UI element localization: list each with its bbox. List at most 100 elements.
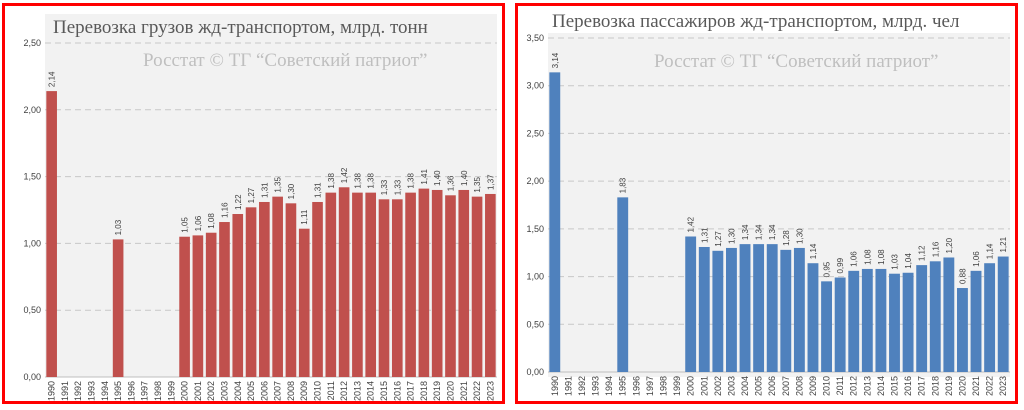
x-tick-label: 2022 bbox=[472, 381, 482, 401]
data-label: 1,05 bbox=[181, 217, 190, 233]
x-tick-label: 2009 bbox=[808, 376, 818, 396]
x-tick-label: 2011 bbox=[835, 376, 845, 395]
bar bbox=[943, 257, 955, 372]
data-label: 1,16 bbox=[931, 241, 940, 257]
x-tick-label: 2010 bbox=[313, 381, 323, 401]
data-label: 1,20 bbox=[945, 237, 954, 253]
data-label: 1,36 bbox=[446, 175, 455, 191]
x-tick-label: 2007 bbox=[273, 381, 283, 401]
bar bbox=[325, 192, 337, 377]
data-label: 1,38 bbox=[407, 173, 416, 189]
y-tick-label: 3,00 bbox=[526, 81, 544, 91]
x-tick-label: 1994 bbox=[604, 376, 614, 396]
x-tick-label: 1998 bbox=[659, 376, 669, 396]
x-tick-label: 1991 bbox=[563, 376, 573, 396]
data-label: 1,03 bbox=[114, 219, 123, 235]
x-tick-label: 2009 bbox=[299, 381, 309, 401]
x-tick-label: 2021 bbox=[971, 376, 981, 396]
x-tick-label: 1993 bbox=[87, 381, 97, 401]
x-tick-label: 1990 bbox=[47, 381, 57, 401]
chart-title: Перевозка грузов жд-транспортом, млрд. т… bbox=[53, 17, 428, 38]
data-label: 1,31 bbox=[700, 227, 709, 243]
x-tick-label: 2007 bbox=[781, 376, 791, 396]
data-label: 1,38 bbox=[353, 173, 362, 189]
bar bbox=[902, 272, 914, 372]
y-tick-label: 1,00 bbox=[23, 238, 41, 248]
bar bbox=[957, 288, 968, 372]
bar bbox=[889, 273, 900, 372]
y-axis-ticks: 0,00 0,50 1,00 1,50 2,00 2,50 bbox=[23, 38, 41, 382]
x-tick-label: 2003 bbox=[726, 376, 736, 396]
watermark: Росстат © ТГ “Советский патриот” bbox=[143, 50, 427, 71]
y-axis-ticks: 0,00 0,50 1,00 1,50 2,00 2,50 3,00 3,50 bbox=[526, 33, 544, 377]
watermark: Росстат © ТГ “Советский патриот” bbox=[654, 51, 938, 72]
data-label: 1,27 bbox=[714, 231, 723, 247]
x-tick-label: 2005 bbox=[246, 381, 256, 401]
bar bbox=[272, 196, 283, 377]
x-tick-label: 2020 bbox=[445, 381, 455, 401]
x-tick-label: 1999 bbox=[166, 381, 176, 401]
bar bbox=[405, 192, 416, 377]
x-tick-label: 2019 bbox=[432, 381, 442, 401]
x-tick-label: 2010 bbox=[822, 376, 832, 396]
data-label: 1,11 bbox=[300, 209, 309, 225]
bar bbox=[793, 247, 805, 372]
data-label: 1,04 bbox=[904, 253, 913, 269]
bar bbox=[219, 222, 230, 377]
bar bbox=[834, 277, 846, 372]
y-tick-label: 2,50 bbox=[23, 38, 41, 48]
x-tick-label: 1994 bbox=[100, 381, 110, 401]
bar bbox=[378, 199, 390, 377]
bar bbox=[418, 188, 430, 377]
bar bbox=[780, 249, 792, 372]
bar bbox=[365, 192, 377, 377]
data-label: 1,22 bbox=[234, 194, 243, 210]
x-tick-label: 2014 bbox=[876, 376, 886, 396]
x-axis-ticks: 1990 1991 1992 1993 1994 1995 1996 1997 1998 1999… bbox=[550, 376, 1008, 396]
data-label: 1,38 bbox=[327, 173, 336, 189]
bar bbox=[848, 270, 860, 372]
x-tick-label: 2000 bbox=[686, 376, 696, 396]
y-tick-label: 1,50 bbox=[23, 172, 41, 182]
data-label: 1,34 bbox=[768, 224, 777, 240]
y-tick-label: 2,00 bbox=[23, 105, 41, 115]
data-label: 1,30 bbox=[727, 228, 736, 244]
x-tick-label: 2016 bbox=[903, 376, 913, 396]
data-label: 1,03 bbox=[891, 254, 900, 270]
x-tick-label: 2021 bbox=[459, 381, 469, 401]
x-tick-label: 2014 bbox=[366, 381, 376, 401]
x-tick-label: 2019 bbox=[944, 376, 954, 396]
y-tick-label: 0,00 bbox=[526, 367, 544, 377]
x-tick-label: 2004 bbox=[740, 376, 750, 396]
x-tick-label: 1997 bbox=[140, 381, 150, 401]
bar bbox=[192, 235, 204, 377]
data-label: 1,37 bbox=[486, 174, 495, 190]
data-label: 1,27 bbox=[247, 187, 256, 203]
x-tick-label: 2013 bbox=[862, 376, 872, 396]
bar bbox=[875, 268, 887, 372]
x-tick-label: 2011 bbox=[326, 381, 336, 400]
data-label: 1,42 bbox=[687, 216, 696, 232]
data-label: 1,40 bbox=[433, 170, 442, 186]
x-tick-label: 2018 bbox=[419, 381, 429, 401]
data-label: 1,06 bbox=[972, 251, 981, 267]
data-label: 1,41 bbox=[420, 169, 429, 185]
bar bbox=[861, 268, 873, 372]
bar bbox=[471, 196, 483, 377]
bar bbox=[205, 232, 217, 377]
bar bbox=[391, 199, 403, 377]
bar bbox=[970, 270, 982, 372]
x-tick-label: 2020 bbox=[957, 376, 967, 396]
x-tick-label: 1996 bbox=[126, 381, 136, 401]
bar bbox=[232, 214, 244, 377]
y-tick-label: 2,00 bbox=[526, 176, 544, 186]
passenger-chart-panel: Перевозка пассажиров жд-транспортом, млр… bbox=[515, 3, 1018, 404]
data-label: 1,08 bbox=[877, 249, 886, 265]
data-labels: 3,14 1,83 1,42 1,31 1,27 1,30 1,34 1,34 1,34 1,28… bbox=[551, 52, 1008, 284]
x-tick-label: 2022 bbox=[985, 376, 995, 396]
x-tick-label: 1998 bbox=[153, 381, 163, 401]
x-tick-label: 1990 bbox=[550, 376, 560, 396]
bar bbox=[766, 244, 778, 372]
x-tick-label: 2017 bbox=[917, 376, 927, 396]
bar bbox=[431, 189, 443, 377]
